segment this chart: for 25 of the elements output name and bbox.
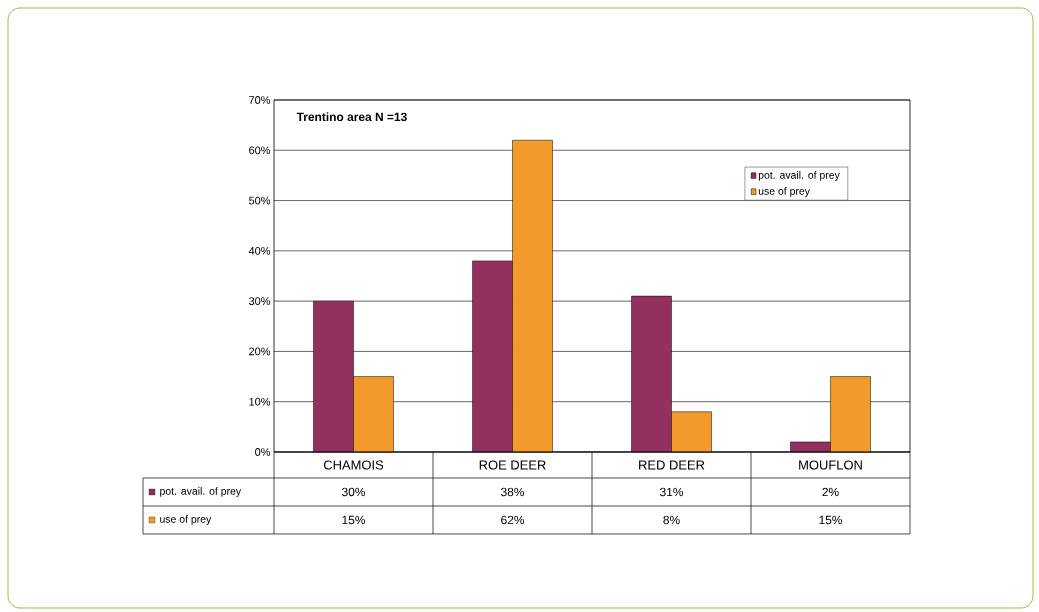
legend-label: use of prey xyxy=(758,187,810,197)
legend-label: pot. avail. of prey xyxy=(758,171,840,181)
y-tick-label: 30% xyxy=(248,297,271,306)
y-tick-label: 40% xyxy=(248,246,271,255)
y-tick-label: 10% xyxy=(249,397,271,406)
y-tick-label: 70% xyxy=(249,96,271,104)
x-tick-label: ROE DEER xyxy=(479,460,546,470)
data-label: 15% xyxy=(819,515,843,525)
y-tick-label: 50% xyxy=(248,196,271,205)
text: use of prey xyxy=(160,515,212,525)
data-label: 15% xyxy=(342,515,366,525)
y-tick-label: 0% xyxy=(255,448,271,456)
text: pot. avail. of prey xyxy=(160,487,242,497)
x-tick-label: MOUFLON xyxy=(799,460,862,470)
x-tick-label: RED DEER xyxy=(639,460,705,470)
data-label: 38% xyxy=(501,487,525,497)
data-label: 2% xyxy=(822,487,839,497)
y-tick-label: 60% xyxy=(249,146,271,155)
text: Trentino area N =13 xyxy=(296,112,407,122)
data-label: 62% xyxy=(501,515,525,525)
data-label: 31% xyxy=(659,487,684,497)
x-tick-label: CHAMOIS xyxy=(323,460,384,470)
y-tick-label: 20% xyxy=(249,347,271,356)
data-label: 30% xyxy=(342,487,366,497)
data-label: 8% xyxy=(663,515,680,525)
